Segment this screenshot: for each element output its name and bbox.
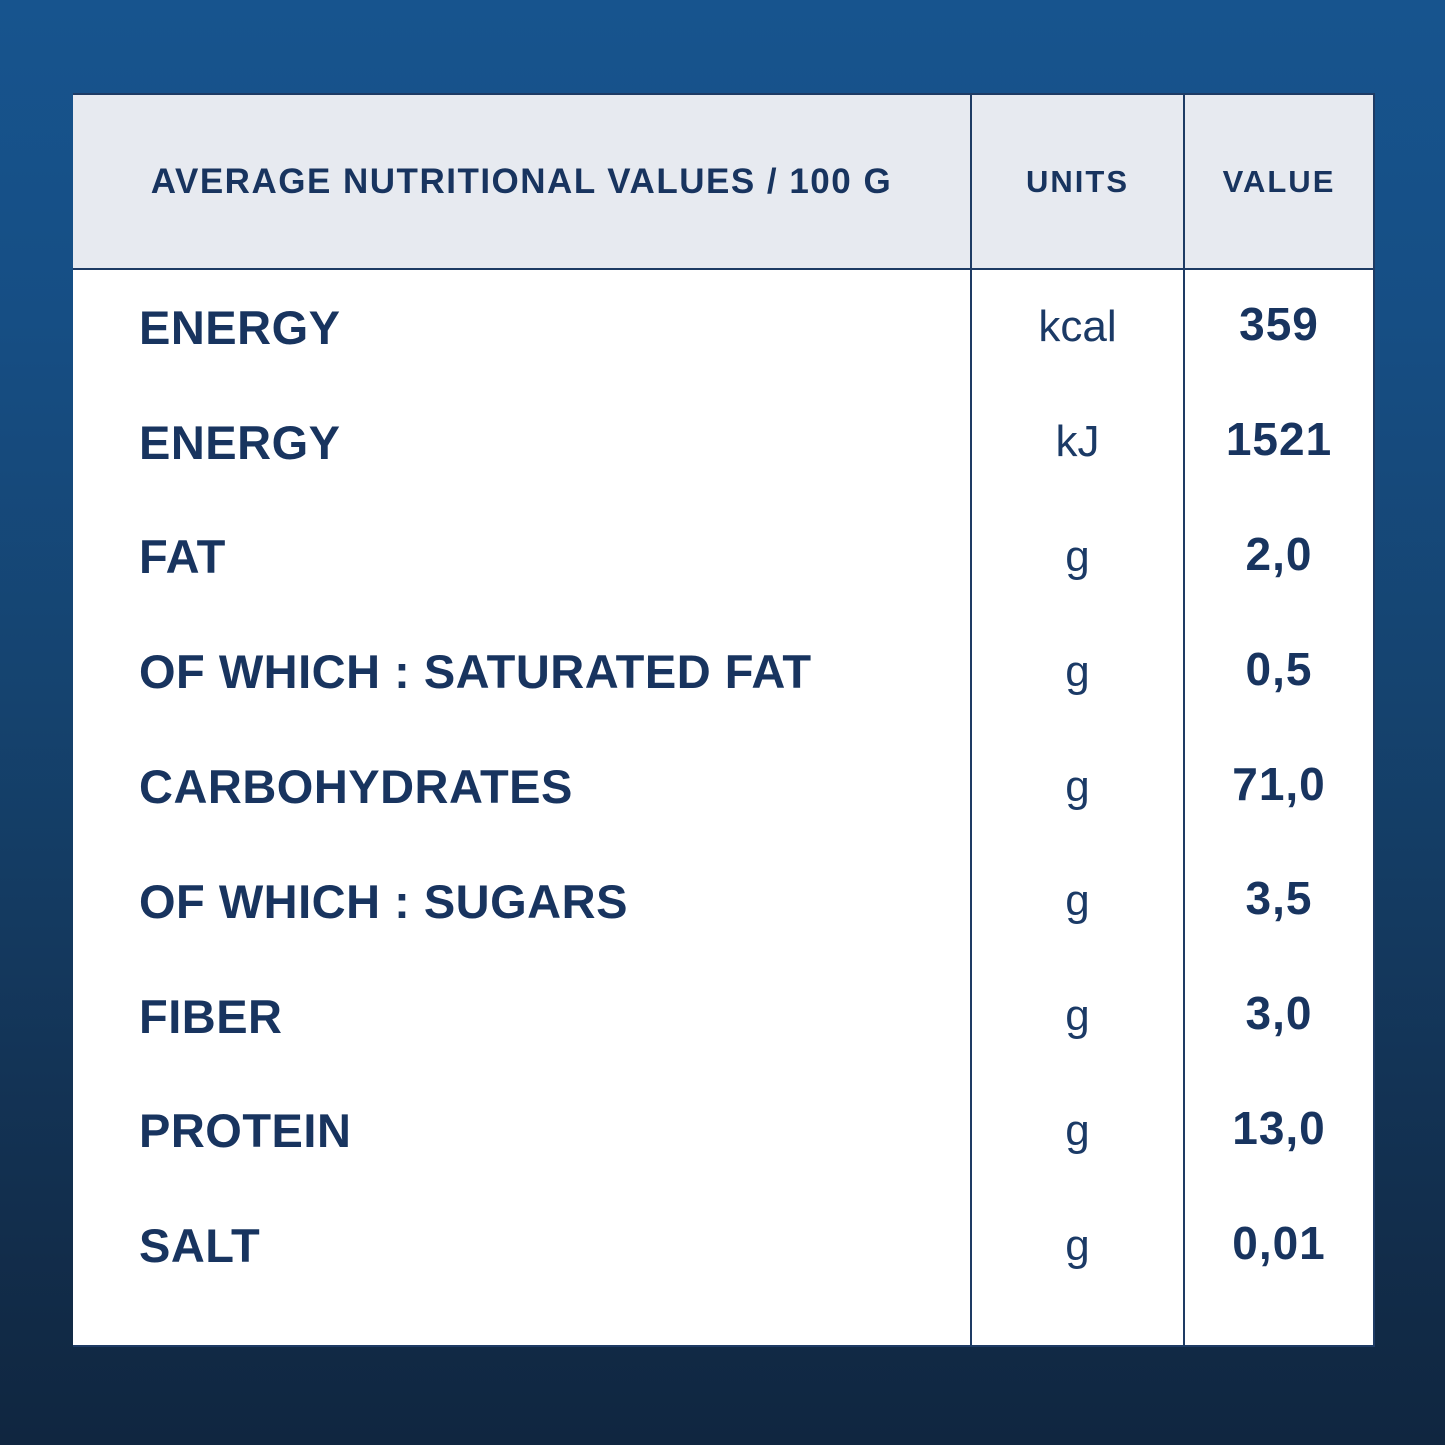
header-average-nutritional-values: AVERAGE NUTRITIONAL VALUES / 100 G: [150, 161, 893, 201]
row-nutrient-label: ENERGY: [139, 300, 341, 354]
row-nutrient-label: FIBER: [139, 989, 283, 1043]
table-row: SALT g 0,01: [73, 1188, 1373, 1304]
table-footer-spacer: [73, 1303, 1373, 1346]
row-nutrient-label: OF WHICH : SUGARS: [139, 874, 628, 928]
row-nutrient-label: OF WHICH : SATURATED FAT: [139, 645, 812, 699]
row-nutrient-label: SALT: [139, 1219, 261, 1273]
row-unit: g: [970, 614, 1183, 730]
table-row: ENERGY kcal 359: [73, 270, 1373, 385]
row-value: 1521: [1183, 384, 1373, 500]
row-unit: g: [970, 1188, 1183, 1304]
row-unit: g: [970, 843, 1183, 959]
table-row: FAT g 2,0: [73, 499, 1373, 615]
row-value: 71,0: [1183, 729, 1373, 844]
row-value: 359: [1183, 270, 1373, 385]
row-unit: kcal: [970, 270, 1183, 385]
table-header-row: AVERAGE NUTRITIONAL VALUES / 100 G UNITS…: [73, 95, 1373, 270]
table-row: OF WHICH : SATURATED FAT g 0,5: [73, 614, 1373, 730]
row-unit: g: [970, 729, 1183, 844]
row-nutrient-label: CARBOHYDRATES: [139, 760, 573, 814]
row-nutrient-label: FAT: [139, 530, 226, 584]
row-unit: g: [970, 499, 1183, 615]
table-row: PROTEIN g 13,0: [73, 1073, 1373, 1189]
row-nutrient-label: PROTEIN: [139, 1104, 352, 1158]
table-row: ENERGY kJ 1521: [73, 384, 1373, 500]
nutrition-table: AVERAGE NUTRITIONAL VALUES / 100 G UNITS…: [73, 93, 1375, 1347]
table-row: FIBER g 3,0: [73, 958, 1373, 1074]
row-value: 13,0: [1183, 1073, 1373, 1189]
header-value: VALUE: [1183, 95, 1373, 268]
table-row: CARBOHYDRATES g 71,0: [73, 729, 1373, 844]
row-unit: g: [970, 958, 1183, 1074]
row-unit: g: [970, 1073, 1183, 1189]
row-value: 3,0: [1183, 958, 1373, 1074]
row-value: 2,0: [1183, 499, 1373, 615]
header-units: UNITS: [970, 95, 1183, 268]
row-value: 0,5: [1183, 614, 1373, 730]
table-row: OF WHICH : SUGARS g 3,5: [73, 843, 1373, 959]
row-value: 0,01: [1183, 1188, 1373, 1304]
row-unit: kJ: [970, 384, 1183, 500]
row-value: 3,5: [1183, 843, 1373, 959]
row-nutrient-label: ENERGY: [139, 415, 341, 469]
